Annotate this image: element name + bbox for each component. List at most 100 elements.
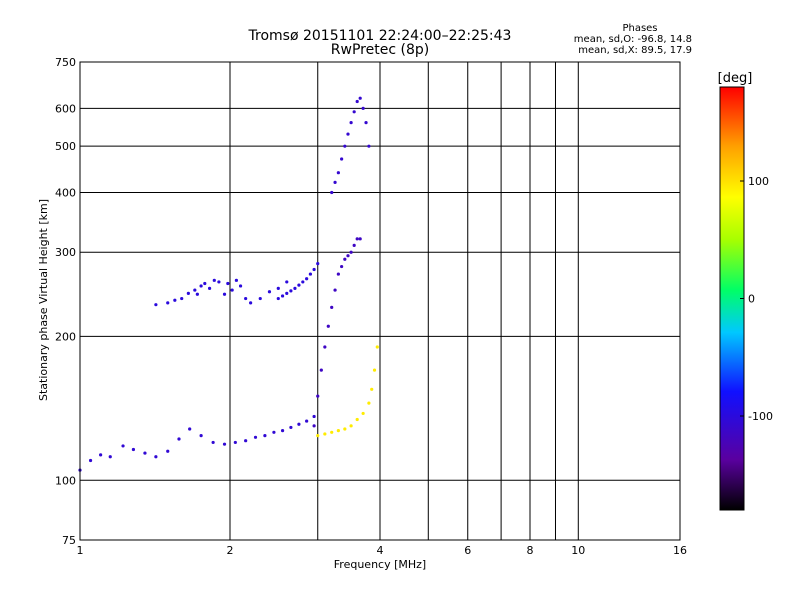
data-point: [323, 345, 327, 349]
data-point: [330, 430, 334, 434]
data-point: [336, 171, 340, 175]
data-point: [326, 324, 330, 328]
data-point: [186, 291, 190, 296]
data-point: [188, 427, 192, 431]
data-points: [78, 96, 379, 472]
data-point: [349, 121, 353, 125]
y-axis-label: Stationary phase Virtual Height [km]: [37, 199, 50, 401]
data-point: [364, 121, 368, 125]
data-point: [177, 437, 181, 441]
data-point: [343, 427, 347, 431]
y-tick-label: 600: [55, 102, 76, 115]
data-point: [330, 190, 334, 195]
data-point: [323, 432, 327, 436]
stats-line-x: mean, sd,X: 89.5, 17.9: [578, 45, 692, 56]
y-tick-label: 400: [55, 186, 76, 199]
data-point: [319, 368, 323, 372]
data-point: [280, 294, 285, 298]
data-point: [301, 280, 305, 284]
data-point: [285, 280, 289, 284]
data-point: [276, 286, 280, 291]
data-point: [285, 291, 289, 296]
data-point: [308, 272, 313, 276]
data-point: [316, 394, 320, 398]
data-point: [258, 296, 262, 301]
data-point: [312, 267, 316, 272]
x-tick-label: 1: [77, 544, 84, 557]
data-point: [352, 243, 356, 248]
data-point: [312, 414, 316, 419]
data-point: [207, 286, 212, 291]
colorbar: [deg] 100 0 -100: [718, 71, 773, 511]
data-point: [276, 296, 280, 301]
x-axis-label: Frequency [MHz]: [334, 558, 426, 571]
y-tick-label: 750: [55, 56, 76, 69]
data-point: [121, 444, 125, 448]
data-point: [349, 424, 353, 428]
data-point: [297, 283, 301, 287]
y-axis-ticks: 75 100 200 300 400 500 600 750: [55, 56, 76, 547]
data-point: [222, 292, 227, 296]
data-point: [293, 286, 297, 291]
stats-header: Phases: [622, 23, 657, 34]
y-tick-label: 300: [55, 246, 76, 259]
data-point: [244, 296, 248, 301]
x-tick-label: 4: [377, 544, 384, 557]
y-tick-label: 75: [62, 534, 76, 547]
data-point: [166, 449, 170, 453]
data-point: [222, 442, 227, 446]
data-point: [193, 288, 197, 292]
phase-stats: Phases mean, sd,O: -96.8, 14.8 mean, sd,…: [574, 23, 692, 56]
data-point: [195, 292, 199, 296]
data-point: [154, 303, 158, 307]
data-point: [312, 424, 316, 428]
x-axis-ticks: 1 2 4 6 8 10 16: [77, 544, 688, 557]
data-point: [263, 434, 267, 438]
y-tick-label: 200: [55, 330, 76, 343]
data-point: [211, 440, 215, 445]
x-tick-label: 16: [673, 544, 687, 557]
colorbar-tick-label: 0: [748, 293, 755, 306]
data-point: [333, 288, 337, 292]
data-point: [289, 289, 293, 293]
data-point: [346, 254, 350, 258]
grid-lines: [79, 61, 681, 541]
colorbar-label: [deg]: [718, 71, 753, 86]
data-point: [166, 301, 170, 305]
data-point: [336, 429, 340, 433]
data-point: [173, 298, 177, 302]
data-point: [88, 458, 93, 463]
data-point: [108, 455, 112, 459]
plot-frame: [79, 61, 681, 541]
x-tick-label: 2: [227, 544, 234, 557]
data-point: [305, 419, 309, 423]
data-point: [238, 284, 243, 288]
data-point: [361, 106, 365, 110]
data-point: [199, 434, 203, 438]
data-point: [233, 440, 237, 445]
data-point: [131, 447, 136, 452]
chart-subtitle: RwPretec (8p): [331, 42, 429, 58]
data-point: [372, 368, 377, 372]
data-point: [280, 429, 285, 433]
data-point: [212, 278, 216, 282]
data-point: [375, 345, 379, 349]
x-tick-label: 6: [464, 544, 471, 557]
data-point: [358, 237, 362, 241]
data-point: [355, 417, 359, 422]
data-point: [333, 180, 337, 184]
data-point: [249, 301, 253, 305]
data-point: [330, 305, 334, 309]
data-point: [253, 435, 258, 439]
data-point: [226, 281, 230, 286]
data-point: [203, 281, 207, 286]
colorbar-tick-label: 100: [748, 175, 769, 188]
data-point: [272, 430, 276, 434]
data-point: [143, 451, 147, 455]
data-point: [370, 387, 374, 391]
x-tick-label: 10: [571, 544, 585, 557]
data-point: [244, 439, 248, 443]
data-point: [352, 110, 356, 114]
data-point: [361, 411, 365, 416]
